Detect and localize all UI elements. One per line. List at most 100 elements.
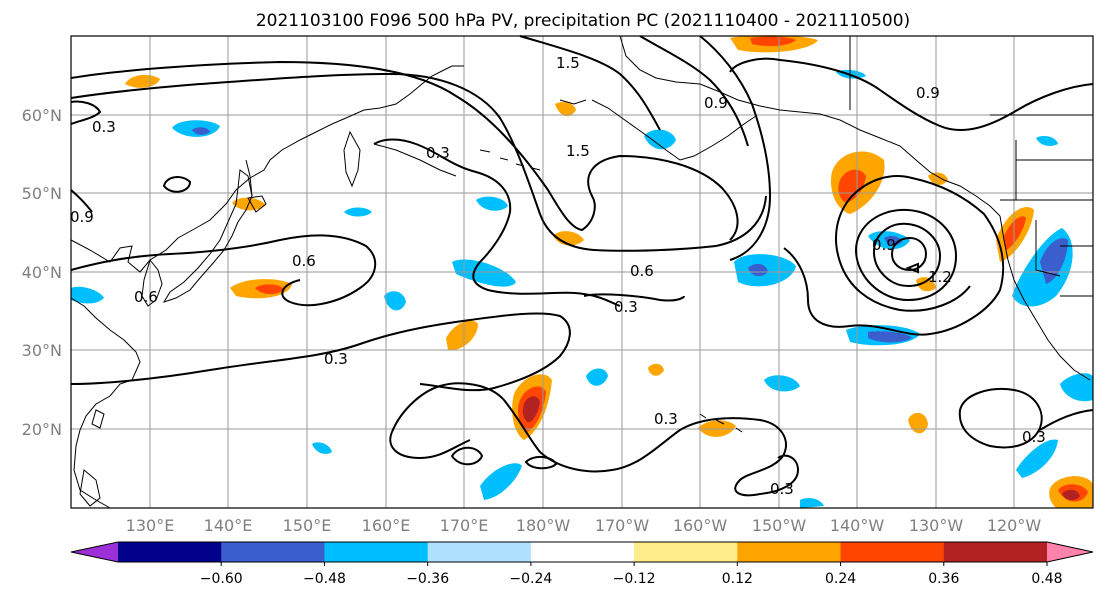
longitude-labels: 130°E 140°E 150°E 160°E 170°E 180°W 170°…: [126, 516, 1042, 535]
lon-label: 140°E: [204, 516, 253, 535]
coastline-hokkaido: [247, 195, 267, 213]
pv-contour: [783, 175, 1005, 336]
coastline-china: [70, 297, 141, 509]
contour-label: 0.3: [426, 144, 450, 162]
map-frame: [70, 35, 1094, 509]
colorbar-tick-label: −0.24: [509, 571, 552, 587]
coastline-philippines: [79, 469, 101, 507]
precip-pos-area: [522, 396, 540, 423]
pv-contour: [639, 35, 749, 147]
precip-neg-area: [452, 259, 516, 287]
precip-neg-area: [800, 498, 824, 508]
map-panel: 0.3 0.9 0.3 1.5 1.5 0.9 0.9 0.3 0.6 0.6 …: [70, 35, 1094, 509]
precip-neg-area: [344, 207, 372, 217]
precip-pos-area: [555, 102, 576, 117]
lon-label: 140°W: [830, 516, 885, 535]
colorbar-segment: [943, 542, 1048, 562]
coastline-bering: [559, 99, 587, 105]
contour-label: 0.6: [630, 262, 654, 280]
colorbar-segment: [737, 542, 842, 562]
pv-contour: [583, 293, 685, 302]
precip-neg-area: [644, 129, 676, 150]
colorbar-outline: [70, 541, 1094, 563]
map-title: 2021103100 F096 500 hPa PV, precipitatio…: [256, 11, 910, 31]
pv-contour: [854, 208, 958, 302]
colorbar-tick-label: 0.36: [928, 571, 959, 587]
colorbar-tick-label: −0.12: [613, 571, 656, 587]
coastline-kamchatka: [343, 130, 361, 188]
lon-label: 130°E: [126, 516, 175, 535]
precip-pos-area: [838, 169, 866, 203]
border-canada-provinces: [1015, 140, 1093, 200]
lat-label: 50°N: [22, 184, 62, 203]
contour-label: 0.3: [1022, 428, 1046, 446]
pv-contour: [905, 262, 919, 274]
lat-label: 20°N: [22, 420, 62, 439]
precip-neg-area: [868, 331, 912, 343]
precip-pos-area: [916, 277, 936, 292]
precip-neg-area: [1060, 373, 1093, 402]
precip-pos-area: [255, 284, 284, 295]
precip-pos-area: [908, 412, 928, 434]
pv-contour: [872, 222, 942, 288]
lon-label: 120°W: [987, 516, 1042, 535]
precip-pos-area: [553, 231, 584, 246]
pv-contour: [70, 100, 102, 125]
contour-label: 0.3: [324, 350, 348, 368]
pv-contour: [519, 35, 772, 261]
precip-neg-area: [1036, 136, 1058, 146]
precip-pos-area: [1004, 216, 1026, 250]
coastline-japan: [162, 169, 253, 303]
precip-neg-area: [1016, 439, 1058, 478]
coastline-korea: [141, 258, 163, 307]
contour-label: 0.9: [916, 84, 940, 102]
coastline-alaska: [619, 35, 1001, 217]
precip-neg-area: [384, 291, 406, 311]
coastline-aleutians: [479, 149, 541, 171]
precip-shading: [71, 35, 1093, 508]
colorbar-segments: [118, 542, 1048, 562]
precip-pos-area: [648, 363, 664, 376]
lat-label: 30°N: [22, 341, 62, 360]
colorbar-segment: [221, 542, 325, 562]
precip-pos-area: [125, 74, 160, 88]
precip-neg-area: [748, 263, 768, 277]
pv-contour: [70, 189, 93, 213]
colorbar-segment: [634, 542, 738, 562]
lon-label: 170°E: [440, 516, 489, 535]
lon-label: 160°E: [362, 516, 411, 535]
precip-neg-area: [480, 463, 522, 500]
colorbar-tick-label: −0.60: [200, 571, 243, 587]
pv-contour: [729, 57, 1094, 132]
lon-label: 150°W: [752, 516, 807, 535]
contour-label: 0.9: [704, 94, 728, 112]
colorbar-segment: [530, 542, 635, 562]
coastline-alaska-peninsula: [591, 99, 757, 161]
coastline-hawaii: [699, 413, 743, 433]
precip-pos-area: [750, 36, 796, 47]
contour-label: 0.9: [872, 236, 896, 254]
lon-label: 170°W: [595, 516, 650, 535]
contour-label: 0.3: [92, 118, 116, 136]
coastlines: [70, 35, 1093, 509]
colorbar-tick-label: −0.48: [303, 571, 346, 587]
contour-label: 0.3: [654, 410, 678, 428]
colorbar-tick-label: 0.12: [722, 571, 753, 587]
pv-contour: [389, 431, 558, 470]
coastline-sakhalin: [245, 159, 253, 197]
lon-label: 160°W: [673, 516, 728, 535]
colorbar-tick-label: 0.48: [1031, 571, 1062, 587]
colorbar-segment: [840, 542, 945, 562]
colorbar-tick-label: −0.36: [406, 571, 449, 587]
lat-label: 40°N: [22, 263, 62, 282]
contour-label: 1.5: [556, 54, 580, 72]
pv-contour: [373, 138, 621, 307]
lon-label: 150°E: [283, 516, 332, 535]
pv-contour-labels: 0.3 0.9 0.3 1.5 1.5 0.9 0.9 0.3 0.6 0.6 …: [70, 54, 1046, 498]
pv-contour: [162, 176, 192, 193]
precip-neg-area: [71, 286, 104, 304]
precip-pos-area: [1062, 489, 1080, 501]
colorbar-extend-high: [1047, 542, 1093, 562]
coastline-okhotsk: [373, 143, 457, 177]
